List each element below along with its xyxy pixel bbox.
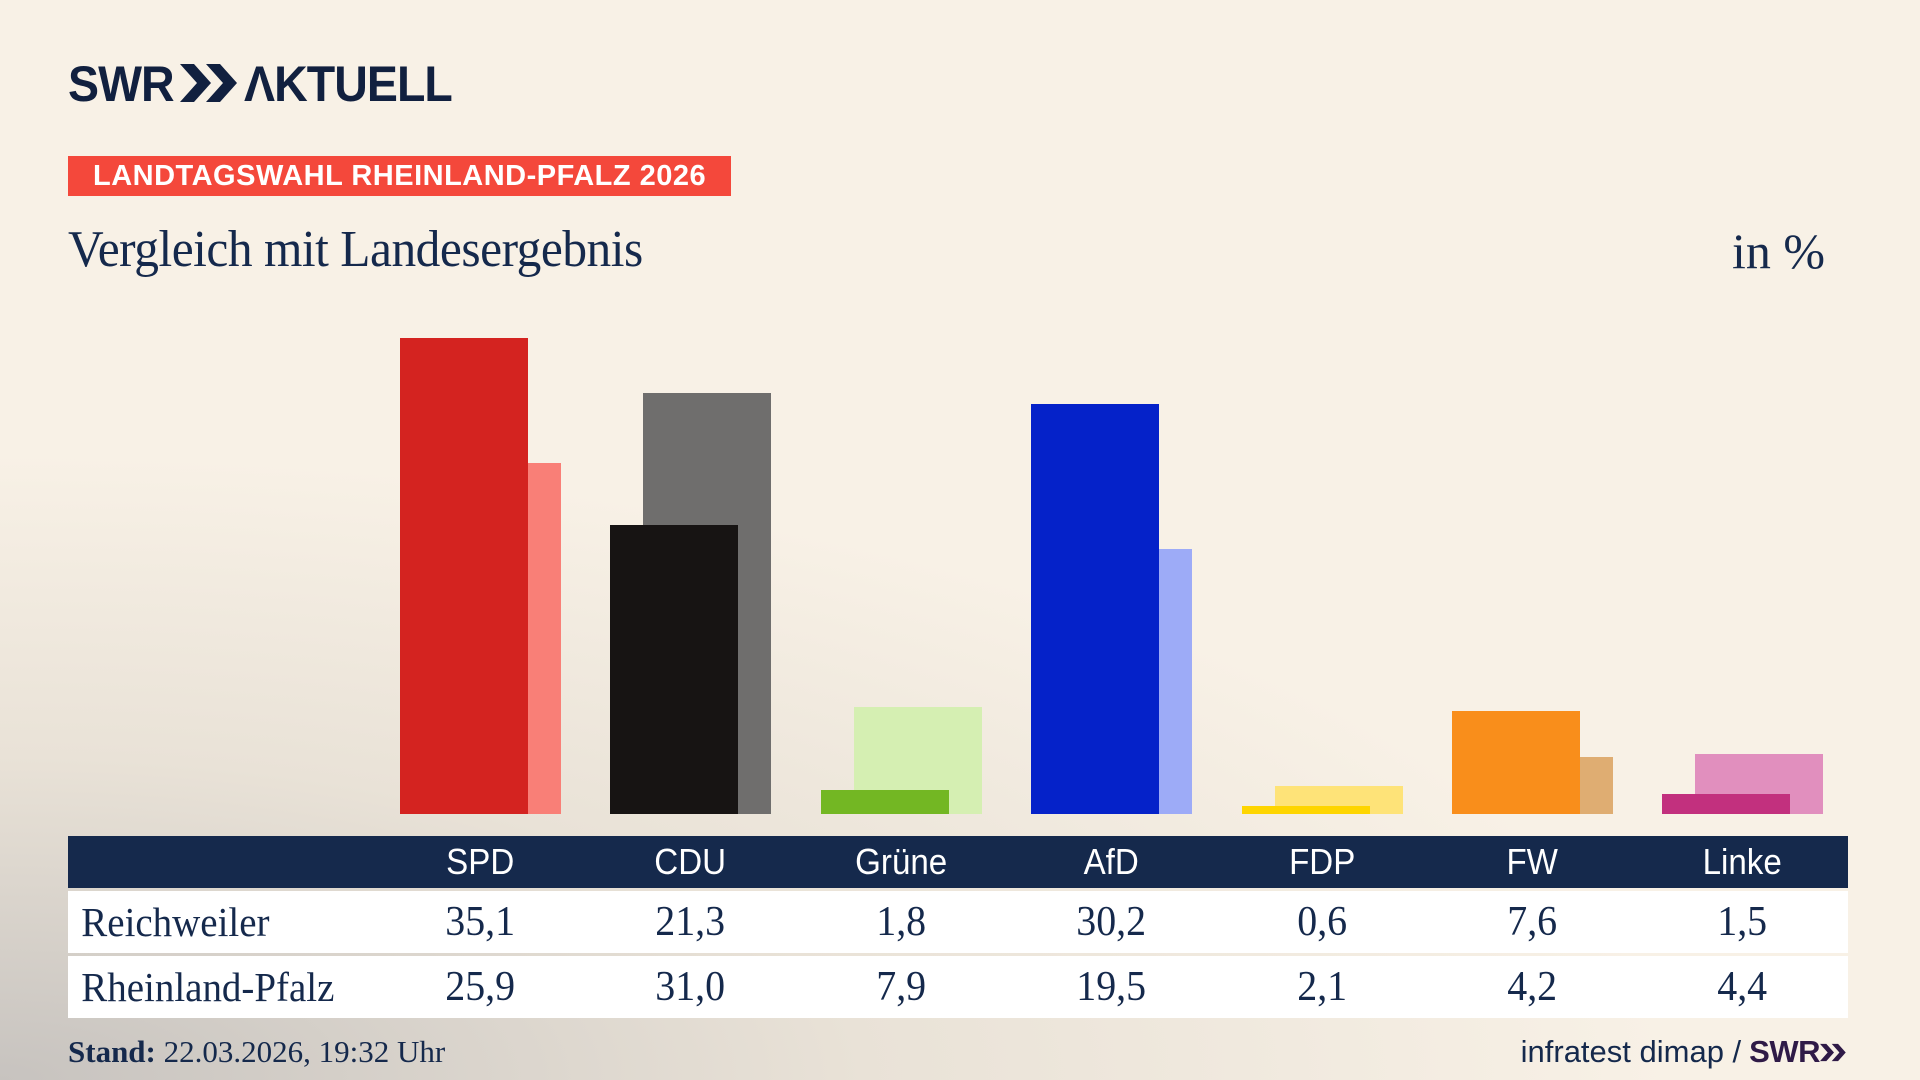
column-header-fdp: FDP xyxy=(1288,841,1355,882)
table-header-row: SPD CDU Grüne AfD FDP FW Linke xyxy=(68,836,1848,888)
chart-title: Vergleich mit Landesergebnis xyxy=(68,221,643,278)
table-row-reichweiler: Reichweiler 35,1 21,3 1,8 30,2 0,6 7,6 1,5 xyxy=(68,891,1848,953)
value-linke: 4,4 xyxy=(1717,964,1768,1010)
row-label: Rheinland-Pfalz xyxy=(81,964,335,1010)
value-cdu: 21,3 xyxy=(655,899,726,945)
swr-footer-chevron-icon xyxy=(1820,1043,1846,1061)
column-header-afd: AfD xyxy=(1083,841,1139,882)
value-fdp: 0,6 xyxy=(1296,899,1347,945)
bar-reichweiler-spd xyxy=(400,338,528,814)
bar-reichweiler-grüne xyxy=(820,790,949,814)
unit-label: in % xyxy=(1731,223,1825,279)
source-credit: infratest dimap / SWR xyxy=(1521,1034,1848,1070)
swr-logo-chevron-icon xyxy=(179,63,242,107)
bar-reichweiler-fw xyxy=(1452,711,1580,814)
column-header-spd: SPD xyxy=(446,841,515,882)
value-grüne: 1,8 xyxy=(876,899,926,945)
value-spd: 25,9 xyxy=(445,964,516,1010)
results-table: SPD CDU Grüne AfD FDP FW Linke Reichweiler 35,1 2… xyxy=(68,836,1848,1018)
bar-reichweiler-linke xyxy=(1662,794,1791,814)
stand-label: Stand: xyxy=(68,1034,156,1069)
column-header-fw: FW xyxy=(1506,841,1558,882)
column-header-grüne: Grüne xyxy=(854,841,947,882)
swr-footer-logo-text: SWR xyxy=(1749,1034,1820,1069)
value-grüne: 7,9 xyxy=(876,964,926,1010)
value-fdp: 2,1 xyxy=(1296,964,1347,1010)
swr-logo-text: SWR xyxy=(68,56,175,112)
election-badge: LANDTAGSWAHL RHEINLAND-PFALZ 2026 xyxy=(68,156,732,196)
bar-reichweiler-afd xyxy=(1031,404,1160,814)
row-label: Reichweiler xyxy=(81,899,270,945)
stand-value: 22.03.2026, 19:32 Uhr xyxy=(163,1034,446,1069)
value-cdu: 31,0 xyxy=(655,964,726,1010)
value-fw: 7,6 xyxy=(1507,899,1558,945)
timestamp: Stand: 22.03.2026, 19:32 Uhr xyxy=(68,1034,445,1070)
value-fw: 4,2 xyxy=(1507,964,1558,1010)
column-header-cdu: CDU xyxy=(654,841,727,882)
value-linke: 1,5 xyxy=(1717,899,1768,945)
aktuell-logo-text: ΛKTUELL xyxy=(243,56,453,112)
source-text: infratest dimap / xyxy=(1520,1034,1742,1069)
value-afd: 30,2 xyxy=(1076,899,1147,945)
value-spd: 35,1 xyxy=(445,899,516,945)
table-row-rheinland-pfalz: Rheinland-Pfalz 25,9 31,0 7,9 19,5 2,1 4,2 4,4 xyxy=(68,956,1848,1018)
swr-aktuell-logo: SWR ΛKTUELL xyxy=(68,55,467,113)
value-afd: 19,5 xyxy=(1076,964,1147,1010)
column-header-linke: Linke xyxy=(1702,841,1783,882)
bar-reichweiler-fdp xyxy=(1241,806,1370,814)
bar-reichweiler-cdu xyxy=(610,525,739,814)
swr-footer-logo: SWR xyxy=(1749,1034,1848,1070)
